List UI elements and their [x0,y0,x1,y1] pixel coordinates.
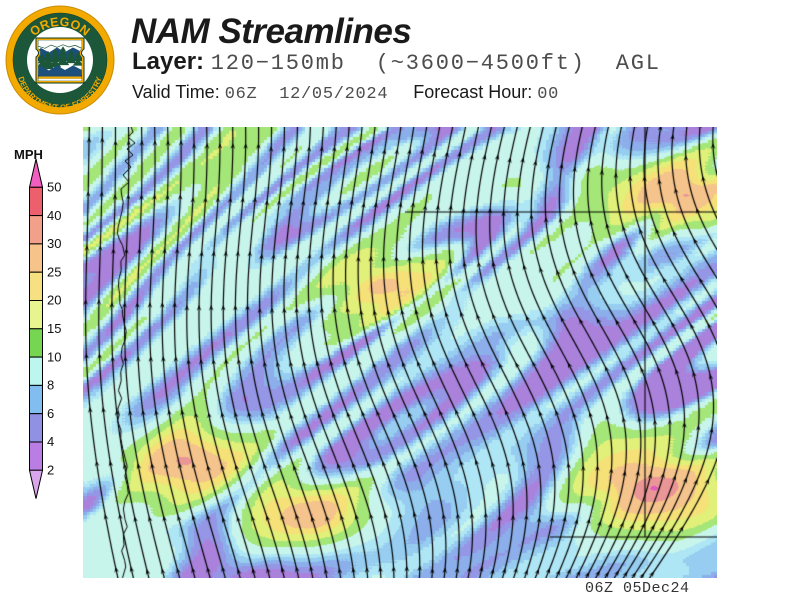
svg-text:2: 2 [47,463,54,478]
svg-text:10: 10 [47,349,61,364]
svg-text:20: 20 [47,293,61,308]
svg-text:25: 25 [47,264,61,279]
svg-text:4: 4 [47,434,54,449]
svg-text:6: 6 [47,406,54,421]
svg-text:30: 30 [47,236,61,251]
svg-text:50: 50 [47,180,61,195]
svg-text:40: 40 [47,208,61,223]
svg-text:15: 15 [47,321,61,336]
svg-text:8: 8 [47,378,54,393]
